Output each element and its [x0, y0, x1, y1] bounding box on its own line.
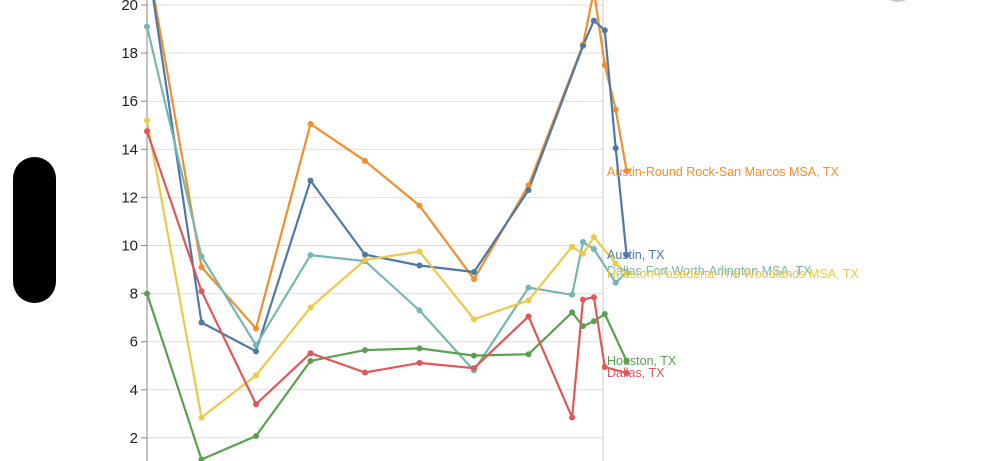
- data-point[interactable]: [416, 262, 423, 269]
- data-point[interactable]: [569, 243, 576, 250]
- y-tick-label: 16: [121, 93, 138, 110]
- data-point[interactable]: [601, 62, 608, 69]
- data-point[interactable]: [253, 342, 259, 349]
- data-point[interactable]: [362, 256, 368, 263]
- series-line: [145, 26, 628, 372]
- data-point[interactable]: [253, 348, 259, 355]
- data-point[interactable]: [198, 319, 205, 326]
- data-point[interactable]: [623, 357, 630, 364]
- data-point[interactable]: [569, 291, 576, 298]
- data-point[interactable]: [525, 284, 532, 291]
- data-point[interactable]: [590, 318, 597, 325]
- y-ticks: 20 18 16 14 12 10 8 6 4 2: [121, 0, 138, 447]
- data-point[interactable]: [144, 23, 150, 30]
- data-point[interactable]: [416, 359, 423, 366]
- data-point[interactable]: [601, 363, 608, 370]
- series-labels: Austin-Round Rock-San Marcos MSA, TX Aust…: [607, 165, 859, 380]
- series-label: Houston-Pasadena-The Woodlands MSA, TX: [607, 267, 859, 281]
- data-point[interactable]: [362, 369, 368, 376]
- data-point[interactable]: [253, 325, 259, 332]
- data-point[interactable]: [307, 121, 314, 128]
- data-point[interactable]: [623, 167, 630, 174]
- data-point[interactable]: [307, 350, 314, 357]
- data-point[interactable]: [253, 401, 259, 408]
- data-point[interactable]: [471, 365, 477, 372]
- y-tick-label: 6: [130, 334, 138, 351]
- data-point[interactable]: [590, 17, 597, 24]
- data-point[interactable]: [569, 309, 576, 316]
- data-point[interactable]: [307, 252, 314, 259]
- data-point[interactable]: [612, 106, 619, 113]
- data-point[interactable]: [525, 187, 532, 194]
- data-point[interactable]: [416, 345, 423, 352]
- y-tick-label: 2: [130, 430, 138, 447]
- data-point[interactable]: [198, 456, 205, 461]
- data-point[interactable]: [601, 311, 608, 318]
- y-tick-label: 20: [121, 0, 138, 14]
- grid: [147, 4, 603, 439]
- series-label: Austin-Round Rock-San Marcos MSA, TX: [607, 165, 839, 179]
- data-point[interactable]: [144, 290, 150, 297]
- data-point[interactable]: [471, 352, 477, 359]
- data-point[interactable]: [590, 246, 597, 253]
- data-point[interactable]: [144, 117, 150, 124]
- series-line: [145, 120, 628, 419]
- series-label: Austin, TX: [607, 248, 665, 262]
- y-tick-label: 12: [121, 189, 138, 206]
- data-point[interactable]: [471, 276, 477, 283]
- y-tick-label: 4: [130, 382, 138, 399]
- data-point[interactable]: [612, 145, 619, 152]
- data-point[interactable]: [198, 414, 205, 421]
- series-lines: [145, 0, 628, 461]
- series-line: [145, 130, 627, 419]
- data-point[interactable]: [580, 296, 586, 303]
- axes: [141, 0, 604, 461]
- y-tick-label: 10: [121, 238, 138, 255]
- data-point[interactable]: [612, 279, 619, 286]
- series-label: Houston, TX: [607, 354, 677, 368]
- data-point[interactable]: [525, 182, 532, 189]
- data-point[interactable]: [525, 313, 532, 320]
- data-point[interactable]: [307, 177, 314, 184]
- data-point[interactable]: [471, 316, 477, 323]
- series-label: Dallas, TX: [607, 366, 665, 380]
- data-point[interactable]: [307, 304, 314, 311]
- series-label: Dallas-Fort Worth-Arlington MSA, TX: [607, 264, 812, 278]
- series-line: [153, 0, 628, 330]
- data-point[interactable]: [590, 294, 597, 301]
- data-point[interactable]: [144, 128, 150, 135]
- data-point[interactable]: [590, 234, 597, 241]
- data-point[interactable]: [198, 288, 205, 295]
- data-point[interactable]: [362, 347, 368, 354]
- series-points: [144, 17, 630, 461]
- data-point[interactable]: [471, 268, 477, 275]
- data-point[interactable]: [580, 250, 586, 257]
- data-point[interactable]: [612, 260, 619, 267]
- data-point[interactable]: [362, 157, 368, 164]
- data-point[interactable]: [623, 369, 630, 376]
- data-point[interactable]: [198, 264, 205, 271]
- data-point[interactable]: [307, 357, 314, 364]
- data-point[interactable]: [416, 202, 423, 209]
- data-point[interactable]: [525, 297, 532, 304]
- data-point[interactable]: [416, 307, 423, 314]
- side-handle[interactable]: [13, 157, 56, 303]
- y-tick-label: 8: [130, 286, 138, 303]
- data-point[interactable]: [623, 252, 630, 259]
- data-point[interactable]: [569, 414, 576, 421]
- data-point[interactable]: [580, 323, 586, 330]
- data-point[interactable]: [580, 42, 586, 49]
- y-tick-label: 14: [121, 141, 138, 158]
- data-point[interactable]: [253, 432, 259, 439]
- data-point[interactable]: [525, 351, 532, 358]
- data-point[interactable]: [198, 253, 205, 260]
- data-point[interactable]: [601, 27, 608, 34]
- data-point[interactable]: [253, 372, 259, 379]
- data-point[interactable]: [623, 270, 630, 277]
- data-point[interactable]: [362, 251, 368, 258]
- data-point[interactable]: [580, 238, 586, 245]
- data-point[interactable]: [416, 248, 423, 255]
- y-tick-label: 18: [121, 45, 138, 62]
